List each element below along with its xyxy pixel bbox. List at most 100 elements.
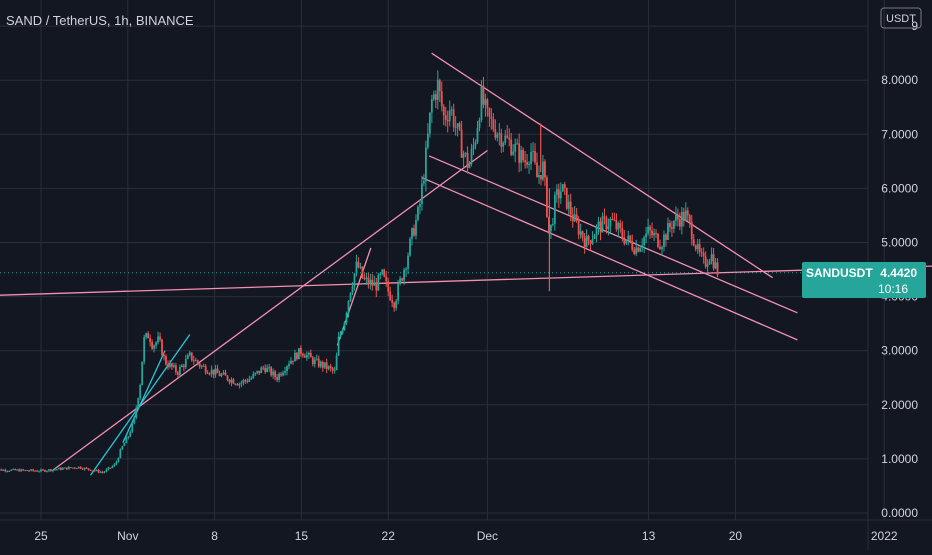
candle-body [441,91,443,106]
candle-body [534,151,536,163]
trendline-pink[interactable] [429,156,797,313]
candle-body [669,223,671,227]
candle-body [90,470,92,471]
candle-body [381,270,383,274]
candle-body [411,228,413,238]
candle-body [544,162,546,178]
candle-body [693,239,695,245]
candle-body [239,384,241,385]
candle-body [137,398,139,408]
candle-body [645,233,647,237]
candle-body [661,247,663,249]
candle-body [473,145,475,149]
candle-body [185,359,187,367]
candle-body [292,361,294,362]
candle-body [697,244,699,249]
candle-body [52,470,54,471]
candle-body [352,286,354,292]
candle-body [369,280,371,285]
candle-body [647,227,649,234]
candle-body [516,143,518,144]
candle-body [477,128,479,142]
candle-body [637,248,639,252]
candle-body [288,364,290,366]
candle-body [524,160,526,162]
candle-body [157,337,159,343]
candle-body [586,236,588,247]
candle-body [635,248,637,254]
candle-body [483,86,485,105]
candle-body [520,150,522,163]
candle-body [149,338,151,342]
y-tick-label: 1.0000 [881,452,918,466]
candle-body [707,264,709,266]
candle-body [665,235,667,240]
candle-body [538,175,540,177]
trendline-pink[interactable] [0,264,932,296]
candle-body [348,301,350,313]
candle-body [625,240,627,244]
candle-body [308,353,310,355]
candle-body [683,212,685,221]
candle-body [96,470,98,471]
candle-body [131,423,133,432]
candle-body [302,354,304,356]
candle-body [681,212,683,227]
candle-body [675,215,677,221]
trendline-pink[interactable] [422,178,798,340]
candle-body [10,470,12,471]
candle-body [588,236,590,241]
candle-body [594,236,596,239]
candle-body [112,466,114,468]
candle-body [6,471,8,472]
candle-body [221,374,223,376]
candle-body [86,468,88,469]
candle-body [623,237,625,243]
candle-body [427,134,429,148]
candle-body [195,360,197,361]
candle-body [393,303,395,308]
candle-body [360,267,362,268]
candle-body [431,99,433,112]
candle-body [169,363,171,367]
candle-body [627,236,629,240]
candle-body [278,374,280,380]
candle-body [32,469,34,470]
candle-body [504,136,506,143]
candle-body [613,219,615,220]
candle-body [102,472,104,473]
candle-body [217,369,219,373]
candle-body [26,470,28,471]
candle-body [227,376,229,380]
candle-body [465,153,467,154]
candle-body [330,366,332,368]
candle-body [159,337,161,340]
candle-body [550,225,552,232]
candle-body [173,365,175,367]
candle-body [498,133,500,134]
candle-body [56,469,58,470]
candle-body [363,278,365,279]
candle-body [514,144,516,152]
candle-body [566,188,568,209]
candle-body [631,241,633,249]
candle-body [717,262,719,275]
y-tick-label: 7.0000 [881,127,918,141]
candle-body [494,129,496,137]
candle-body [139,385,141,398]
candle-body [8,471,10,472]
candle-body [340,333,342,337]
y-tick-label: 8.0000 [881,73,918,87]
candle-body [367,278,369,285]
candle-body [663,235,665,248]
candle-body [407,256,409,269]
candle-body [709,261,711,264]
candle-body [181,366,183,367]
trendlines[interactable] [0,53,932,475]
candle-body [596,226,598,235]
candle-body [110,468,112,469]
currency-badge[interactable]: USDT [886,13,916,25]
candle-body [58,468,60,469]
